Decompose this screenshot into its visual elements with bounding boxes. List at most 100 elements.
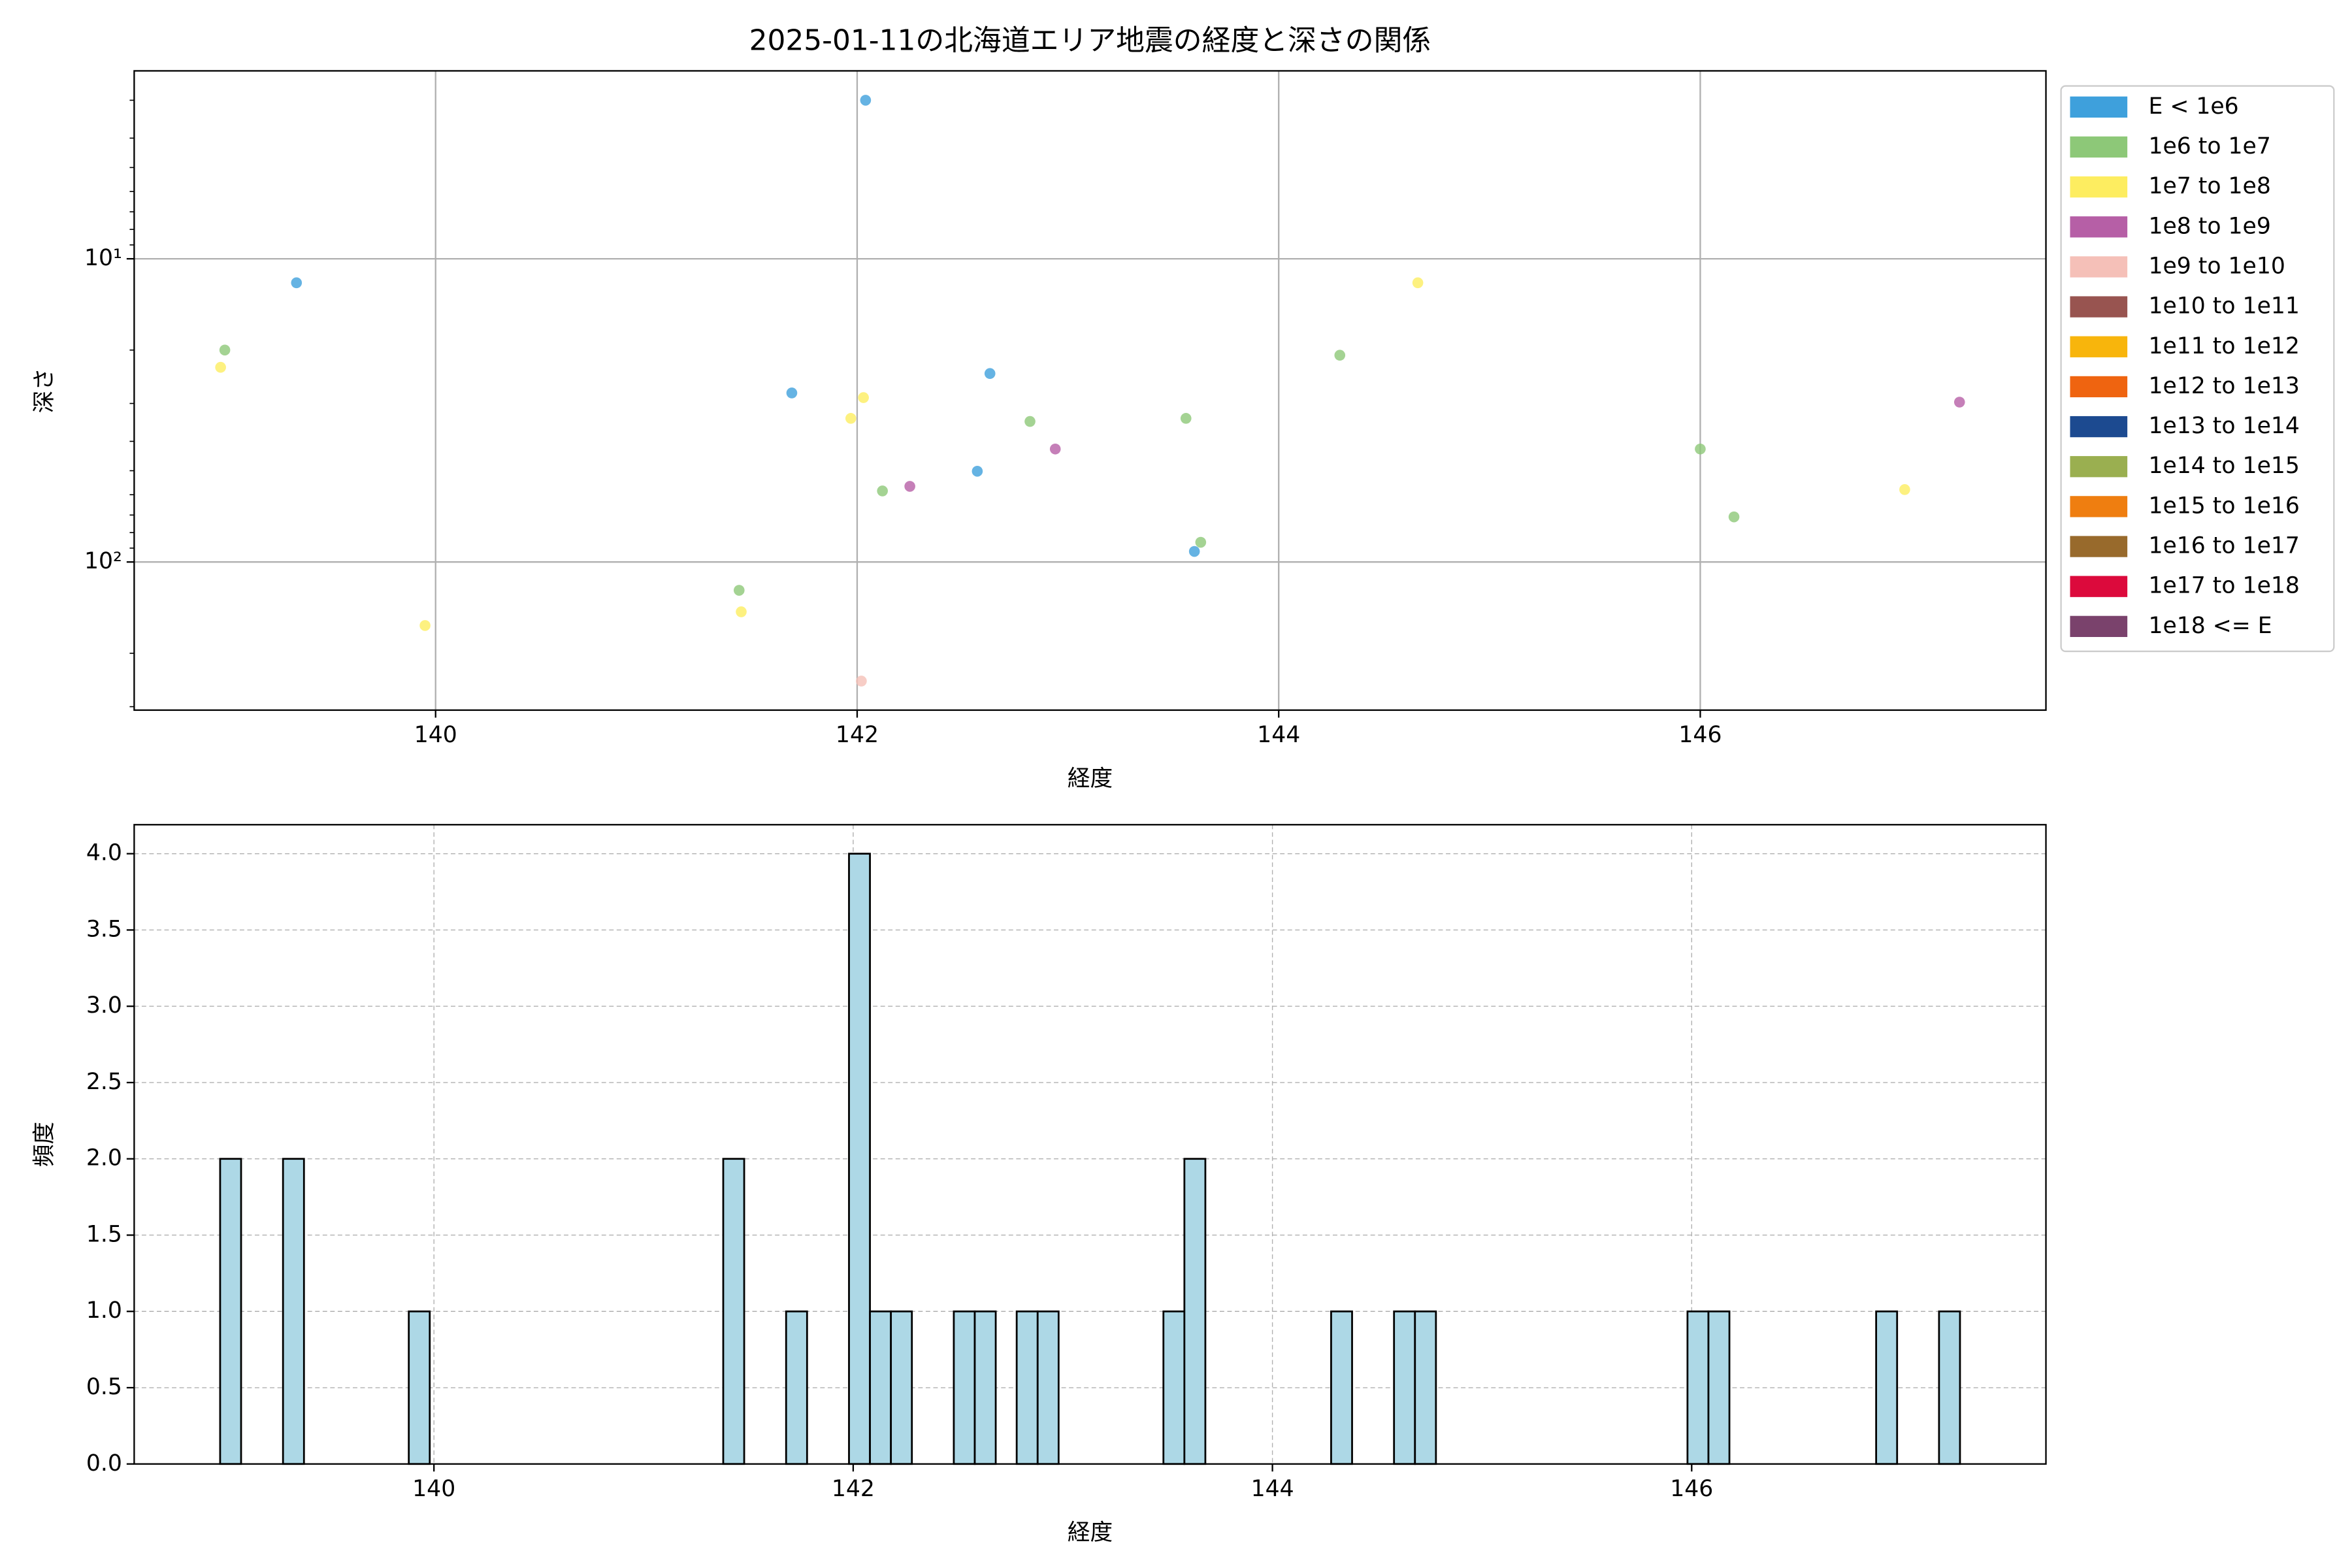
legend-swatch <box>2070 496 2128 517</box>
legend-swatch <box>2070 456 2128 478</box>
point <box>291 277 302 289</box>
point <box>1899 484 1910 495</box>
legend-swatch <box>2070 256 2128 278</box>
y-tick-label: 0.0 <box>86 1450 122 1477</box>
legend-label: 1e11 to 1e12 <box>2148 333 2299 359</box>
y-axis-label: 深さ <box>31 368 57 413</box>
legend-swatch <box>2070 96 2128 118</box>
bar <box>953 1310 976 1465</box>
legend-swatch <box>2070 376 2128 398</box>
y-tick-label: 2.0 <box>86 1145 122 1171</box>
bar <box>848 853 871 1465</box>
bar <box>1875 1310 1899 1465</box>
legend-swatch <box>2070 576 2128 597</box>
point <box>1195 536 1207 548</box>
legend-swatch <box>2070 416 2128 438</box>
point <box>736 606 747 617</box>
point <box>1049 443 1061 455</box>
legend-label: 1e14 to 1e15 <box>2148 453 2299 479</box>
y-tick-label: 1.0 <box>86 1298 122 1324</box>
legend-label: 1e6 to 1e7 <box>2148 133 2270 159</box>
legend-swatch <box>2070 336 2128 357</box>
point <box>904 481 915 492</box>
plot-frame <box>133 70 2047 711</box>
bar <box>1707 1310 1731 1465</box>
plot-frame <box>133 824 2047 1465</box>
bar <box>890 1310 913 1465</box>
point <box>1953 397 1965 408</box>
point <box>858 392 869 403</box>
x-axis-label: 経度 <box>1068 766 1113 792</box>
legend-label: 1e10 to 1e11 <box>2148 293 2299 319</box>
bar <box>1393 1310 1416 1465</box>
legend-swatch <box>2070 176 2128 198</box>
legend-label: 1e7 to 1e8 <box>2148 173 2270 199</box>
bar <box>973 1310 997 1465</box>
point <box>972 465 983 477</box>
x-axis-label: 経度 <box>1068 1520 1113 1546</box>
bar <box>219 1158 242 1465</box>
bar <box>1414 1310 1437 1465</box>
legend-label: E < 1e6 <box>2148 93 2238 120</box>
point <box>215 361 226 373</box>
y-tick-label: 2.5 <box>86 1069 122 1095</box>
legend-swatch <box>2070 615 2128 637</box>
legend-label: 1e16 to 1e17 <box>2148 533 2299 559</box>
point <box>419 620 431 631</box>
x-tick-label: 142 <box>832 1476 875 1502</box>
bar <box>1183 1158 1207 1465</box>
bar <box>1330 1310 1353 1465</box>
y-tick-label: 0.5 <box>86 1374 122 1400</box>
point <box>1180 413 1192 424</box>
chart-title: 2025-01-11の北海道エリア地震の経度と深さの関係 <box>749 24 1431 57</box>
legend-label: 1e18 <= E <box>2148 613 2272 639</box>
legend-label: 1e15 to 1e16 <box>2148 493 2299 519</box>
x-tick-label: 146 <box>1678 722 1722 748</box>
bar <box>1036 1310 1060 1465</box>
point <box>1412 277 1424 289</box>
y-tick-label: 4.0 <box>86 840 122 866</box>
point <box>219 344 231 356</box>
point <box>984 368 996 380</box>
legend-label: 1e8 to 1e9 <box>2148 213 2270 239</box>
bar <box>1162 1310 1186 1465</box>
point <box>845 413 857 424</box>
x-tick-label: 140 <box>412 1476 455 1502</box>
point <box>877 485 888 497</box>
bar <box>1938 1310 1961 1465</box>
point <box>1695 443 1706 455</box>
x-tick-label: 140 <box>414 722 457 748</box>
y-tick-label: 1.5 <box>86 1221 122 1247</box>
legend-swatch <box>2070 536 2128 557</box>
point <box>1024 416 1036 427</box>
bar <box>1015 1310 1039 1465</box>
legend-label: 1e17 to 1e18 <box>2148 573 2299 599</box>
point <box>1334 350 1346 361</box>
bar <box>282 1158 305 1465</box>
legend-label: 1e12 to 1e13 <box>2148 373 2299 399</box>
x-tick-label: 144 <box>1257 722 1300 748</box>
point <box>733 585 745 596</box>
y-tick-label: 3.0 <box>86 992 122 1019</box>
point <box>860 95 872 106</box>
point <box>1188 546 1200 557</box>
y-tick-label: 3.5 <box>86 916 122 942</box>
legend-box <box>2060 85 2335 653</box>
point <box>786 387 798 399</box>
legend-swatch <box>2070 296 2128 318</box>
bar <box>408 1310 431 1465</box>
y-axis-label: 頻度 <box>31 1122 57 1167</box>
y-tick-label: 10² <box>84 548 122 574</box>
bar <box>722 1158 745 1465</box>
y-tick-label: 10¹ <box>84 245 122 271</box>
x-tick-label: 144 <box>1251 1476 1294 1502</box>
x-tick-label: 146 <box>1670 1476 1713 1502</box>
legend-label: 1e13 to 1e14 <box>2148 413 2299 439</box>
x-tick-label: 142 <box>836 722 879 748</box>
point <box>1728 511 1740 523</box>
bar <box>1686 1310 1710 1465</box>
point <box>856 676 867 687</box>
bar <box>869 1310 892 1465</box>
